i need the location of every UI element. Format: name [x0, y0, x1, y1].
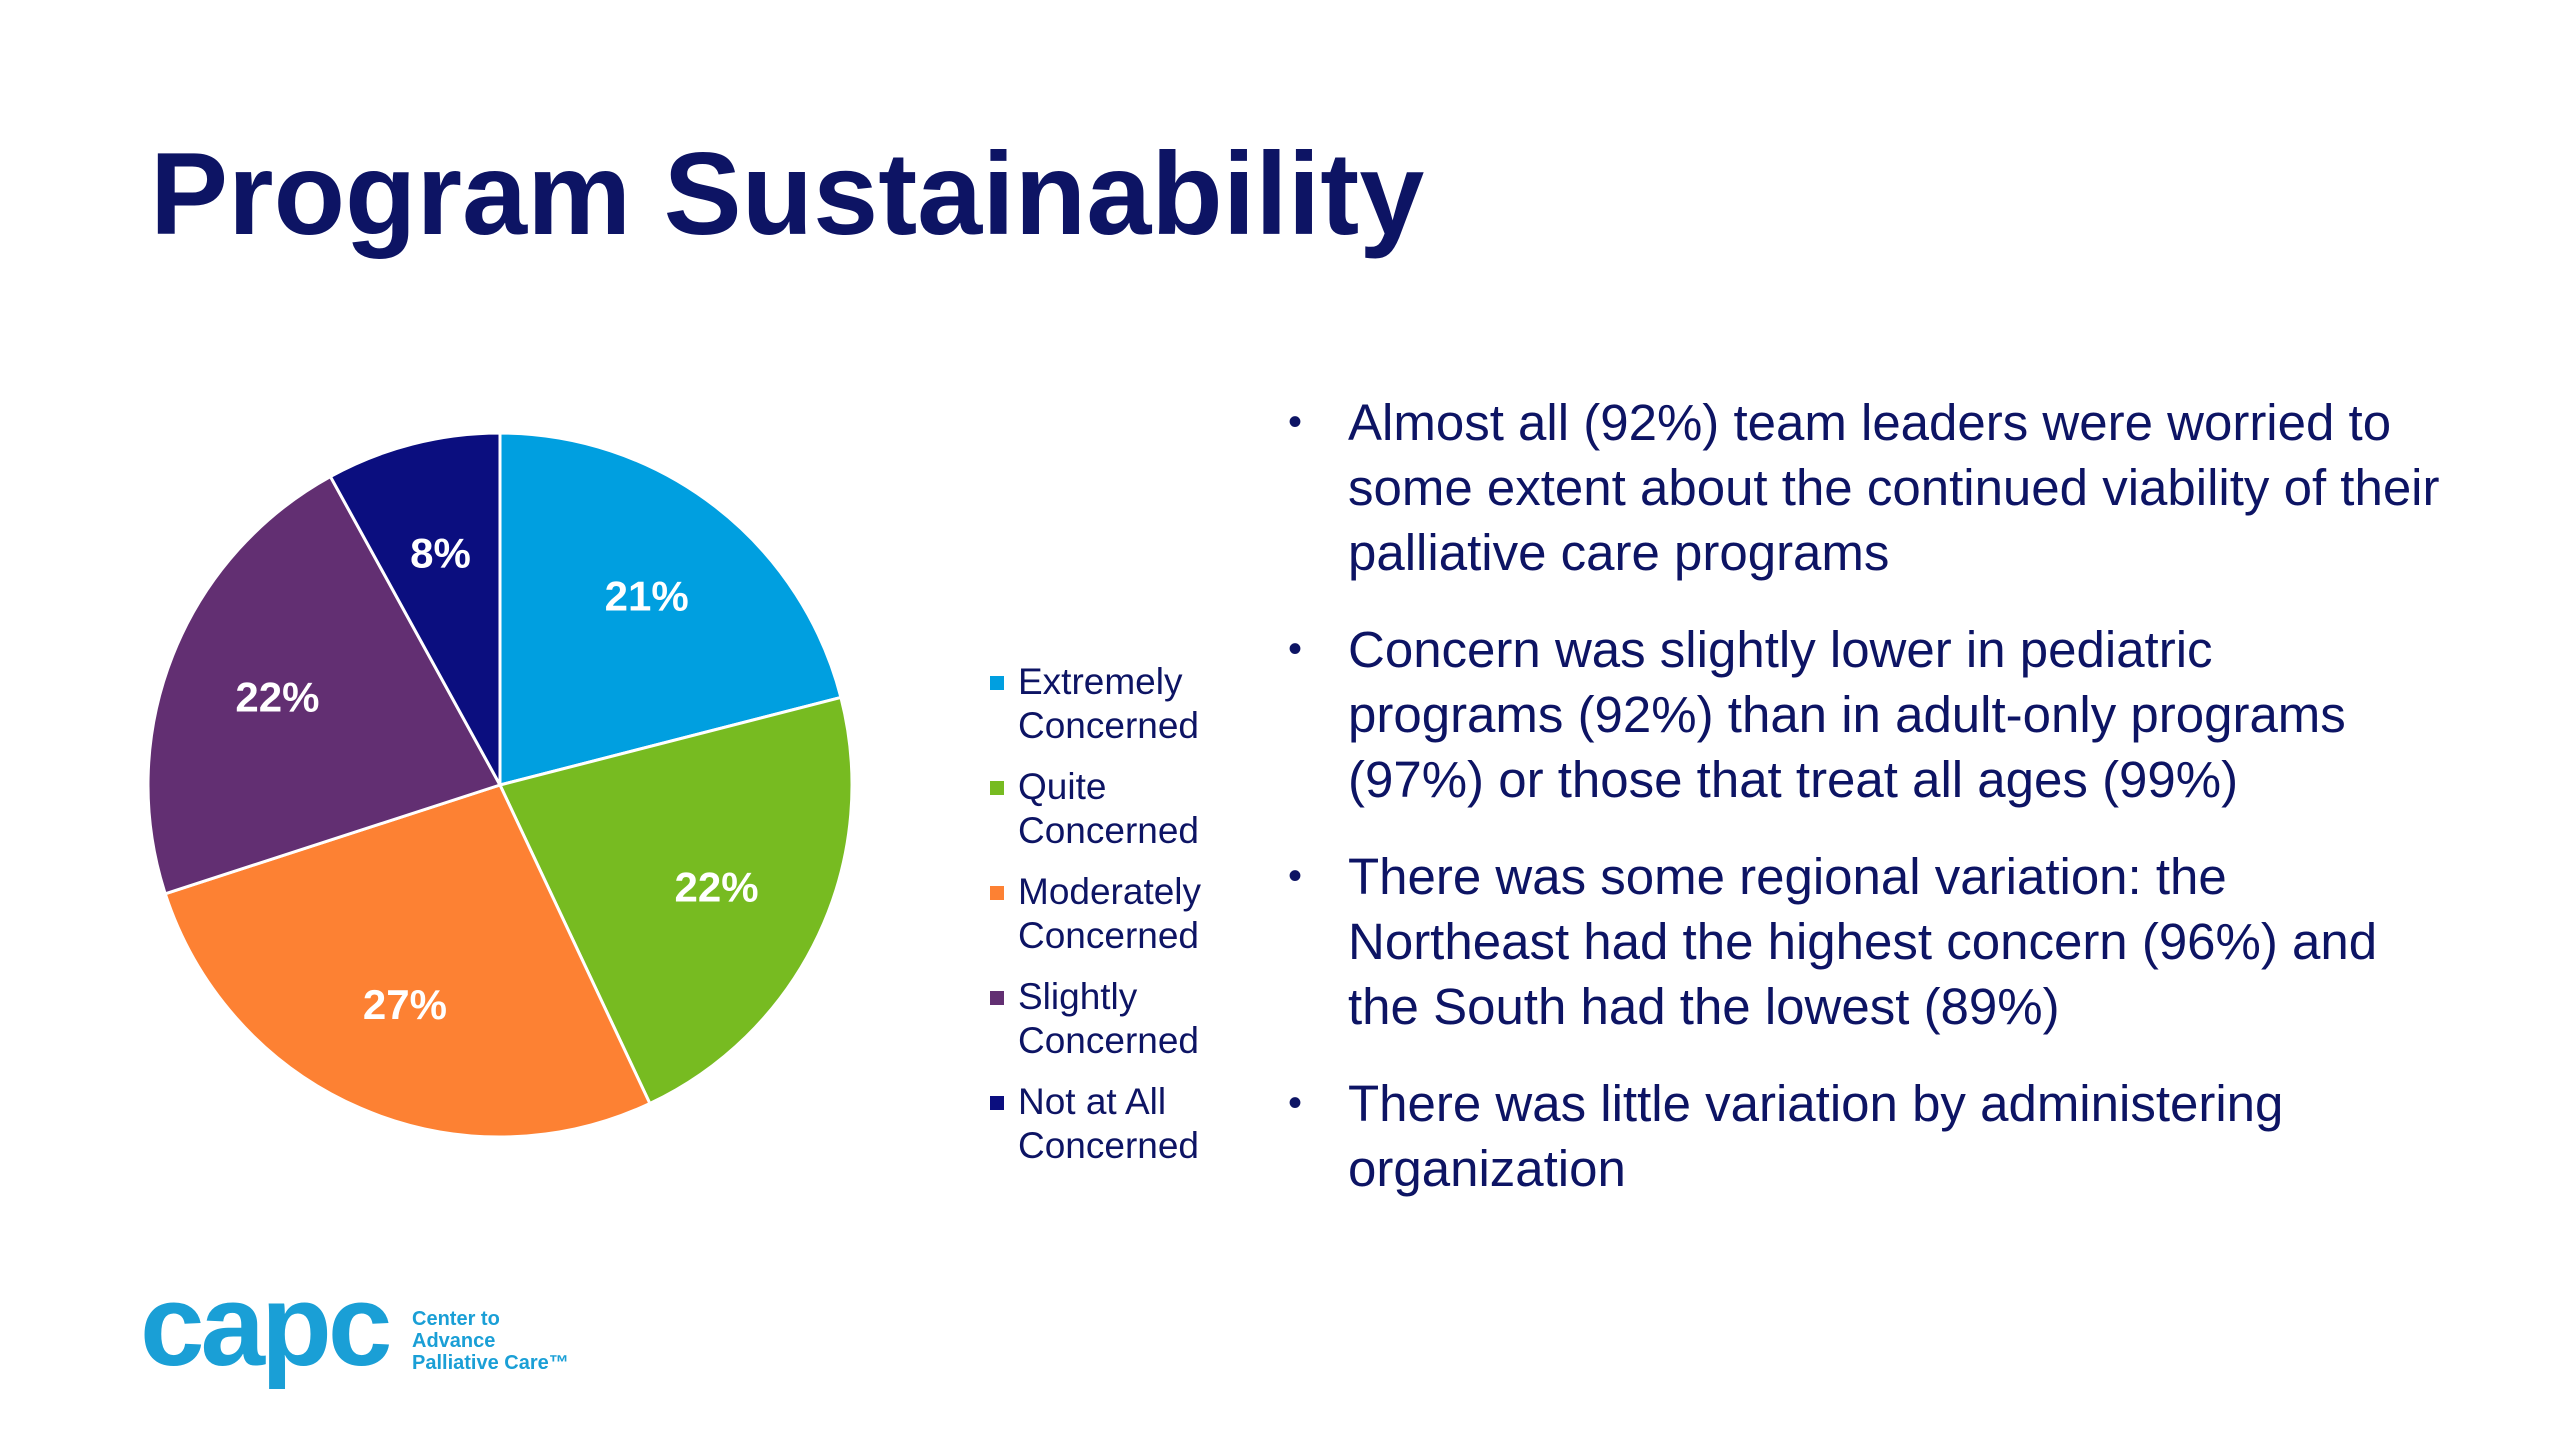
legend-item-slightly-concerned: Slightly Concerned: [990, 975, 1250, 1063]
legend-label: Extremely Concerned: [1018, 661, 1200, 746]
logo-tagline-line: Palliative Care™: [412, 1352, 569, 1374]
legend-label: Slightly Concerned: [1018, 976, 1200, 1061]
logo-tagline-line: Center to: [412, 1308, 500, 1330]
legend-label: Quite Concerned: [1018, 766, 1200, 851]
pie-slice-moderately-concerned: [163, 783, 652, 1139]
bullet-icon: •: [1288, 400, 1303, 444]
bullet-list: • Almost all (92%) team leaders were wor…: [1280, 390, 2440, 1233]
bullet-icon: •: [1288, 1081, 1303, 1125]
bullet-text: There was little variation by administer…: [1348, 1075, 2284, 1197]
pie-slice-not-at-all-concerned: [328, 431, 502, 786]
bullet-text: Almost all (92%) team leaders were worri…: [1348, 394, 2440, 581]
legend-swatch: [990, 886, 1004, 900]
page-title: Program Sustainability: [150, 128, 1425, 259]
pie-slice-quite-concerned: [497, 695, 854, 1106]
legend-swatch: [990, 1096, 1004, 1110]
legend-label: Not at All Concerned: [1018, 1081, 1200, 1166]
bullet-item: • Concern was slightly lower in pediatri…: [1280, 617, 2440, 812]
legend-item-quite-concerned: Quite Concerned: [990, 765, 1250, 853]
pie-data-label: 21%: [605, 572, 689, 619]
pie-data-label: 8%: [410, 530, 471, 577]
logo-tagline: Center to Advance Palliative Care™: [412, 1308, 612, 1374]
bullet-icon: •: [1288, 854, 1303, 898]
chart-legend: Extremely Concerned Quite Concerned Mode…: [990, 660, 1250, 1185]
bullet-item: • There was some regional variation: the…: [1280, 844, 2440, 1039]
legend-item-moderately-concerned: Moderately Concerned: [990, 870, 1250, 958]
legend-item-not-at-all-concerned: Not at All Concerned: [990, 1080, 1250, 1168]
legend-item-extremely-concerned: Extremely Concerned: [990, 660, 1250, 748]
legend-swatch: [990, 991, 1004, 1005]
bullet-text: Concern was slightly lower in pediatric …: [1348, 621, 2346, 808]
bullet-text: There was some regional variation: the N…: [1348, 848, 2378, 1035]
pie-chart: 21% 22% 27% 22% 8%: [146, 431, 854, 1139]
logo-tagline-line: Advance: [412, 1330, 496, 1352]
bullet-item: • Almost all (92%) team leaders were wor…: [1280, 390, 2440, 585]
bullet-item: • There was little variation by administ…: [1280, 1071, 2440, 1201]
pie-data-label: 22%: [675, 863, 759, 910]
pie-slice-slightly-concerned: [146, 474, 503, 896]
pie-slice-extremely-concerned: [498, 431, 843, 787]
bullet-icon: •: [1288, 627, 1303, 671]
logo-wordmark: capc: [140, 1260, 392, 1390]
legend-swatch: [990, 676, 1004, 690]
pie-data-label: 22%: [235, 673, 319, 720]
capc-logo: capc Center to Advance Palliative Care™: [140, 1261, 620, 1410]
legend-swatch: [990, 781, 1004, 795]
legend-label: Moderately Concerned: [1018, 871, 1202, 956]
pie-data-label: 27%: [363, 981, 447, 1028]
